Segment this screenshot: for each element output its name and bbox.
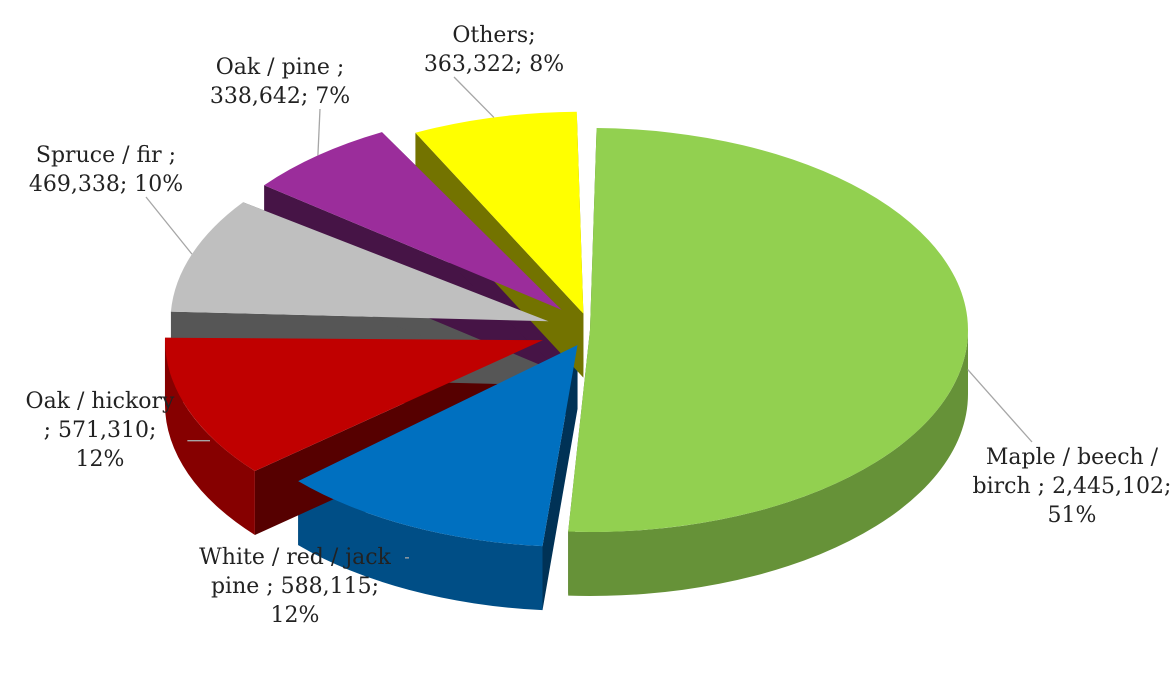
data-label-line: pine ; 588,115;: [211, 574, 379, 599]
data-label-line: Maple / beech /: [986, 445, 1159, 470]
data-label-spruce-fir: Spruce / fir ; 469,338; 10%: [29, 143, 183, 197]
data-label-line: 12%: [271, 603, 320, 628]
slice-white-red-jack-pine: [298, 345, 578, 547]
slice-oak-pine: [264, 132, 562, 310]
data-label-line: birch ; 2,445,102;: [973, 474, 1172, 499]
data-label-line: Others;: [452, 23, 535, 48]
data-label-line: White / red / jack: [199, 545, 391, 570]
slice-oak-hickory: [164, 337, 543, 471]
data-label-white-red-jack-pine: White / red / jack pine ; 588,115; 12%: [199, 545, 391, 628]
data-label-line: ; 571,310;: [44, 418, 157, 443]
data-label-line: Spruce / fir ;: [36, 143, 176, 168]
data-label-oak-pine: Oak / pine ; 338,642; 7%: [210, 55, 350, 109]
data-label-line: 12%: [76, 447, 125, 472]
data-label-line: 51%: [1048, 503, 1097, 528]
leader-line-maple-beech-birch: [967, 369, 1033, 443]
data-label-line: 363,322; 8%: [424, 52, 564, 77]
leader-line-others: [453, 76, 495, 118]
data-label-others: Others; 363,322; 8%: [424, 23, 564, 77]
data-label-line: Oak / hickory: [26, 389, 176, 414]
data-label-line: 338,642; 7%: [210, 84, 350, 109]
slice-others: [415, 111, 584, 314]
data-label-oak-hickory: Oak / hickory ; 571,310; 12%: [26, 389, 176, 472]
data-label-line: 469,338; 10%: [29, 172, 183, 197]
leader-line-spruce-fir: [145, 196, 193, 255]
slice-rim-white-red-jack-pine: [298, 481, 543, 611]
slice-maple-beech-birch: [568, 128, 969, 532]
leader-line-oak-pine: [317, 108, 321, 156]
data-label-line: Oak / pine ;: [216, 55, 345, 80]
slice-rim-oak-hickory: [164, 340, 255, 535]
slice-rim-maple-beech-birch: [568, 330, 968, 596]
slice-spruce-fir: [170, 202, 549, 322]
data-label-maple-beech-birch: Maple / beech / birch ; 2,445,102; 51%: [973, 445, 1172, 528]
